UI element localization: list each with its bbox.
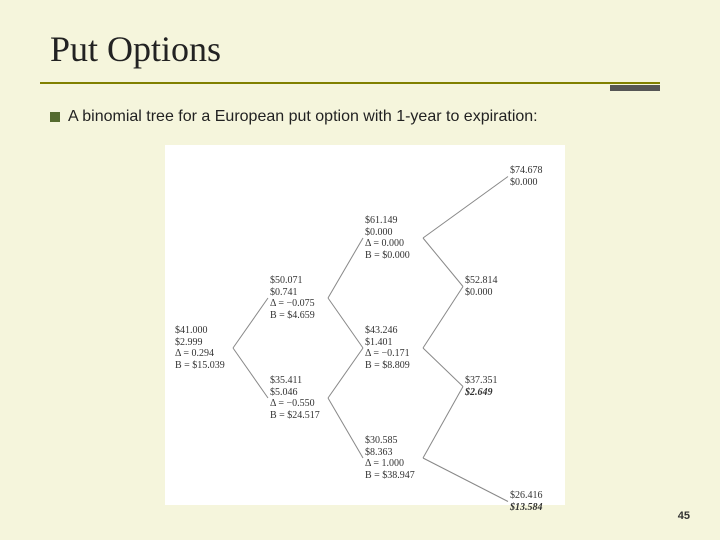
tree-node: $43.246$1.401Δ = −0.171B = $8.809 [365, 325, 410, 371]
page-number: 45 [678, 510, 690, 522]
tree-node: $30.585$8.363Δ = 1.000B = $38.947 [365, 435, 415, 481]
tree-node: $37.351$2.649 [465, 375, 498, 398]
tree-node: $50.071$0.741Δ = −0.075B = $4.659 [270, 275, 315, 321]
tree-node: $26.416$13.584 [510, 490, 543, 513]
tree-node: $74.678$0.000 [510, 165, 543, 188]
binomial-tree-diagram: $41.000$2.999Δ = 0.294B = $15.039 $50.071… [165, 145, 565, 505]
tree-node: $41.000$2.999Δ = 0.294B = $15.039 [175, 325, 225, 371]
tree-node: $61.149$0.000Δ = 0.000B = $0.000 [365, 215, 410, 261]
tree-node: $35.411$5.046Δ = −0.550B = $24.517 [270, 375, 320, 421]
bullet-text: A binomial tree for a European put optio… [68, 108, 538, 125]
bullet-square-icon [50, 112, 60, 122]
tree-node: $52.814$0.000 [465, 275, 498, 298]
title-underline [40, 82, 660, 84]
slide-title: Put Options [50, 28, 221, 70]
bullet-line: A binomial tree for a European put optio… [50, 108, 538, 126]
title-underline-accent [610, 85, 660, 91]
